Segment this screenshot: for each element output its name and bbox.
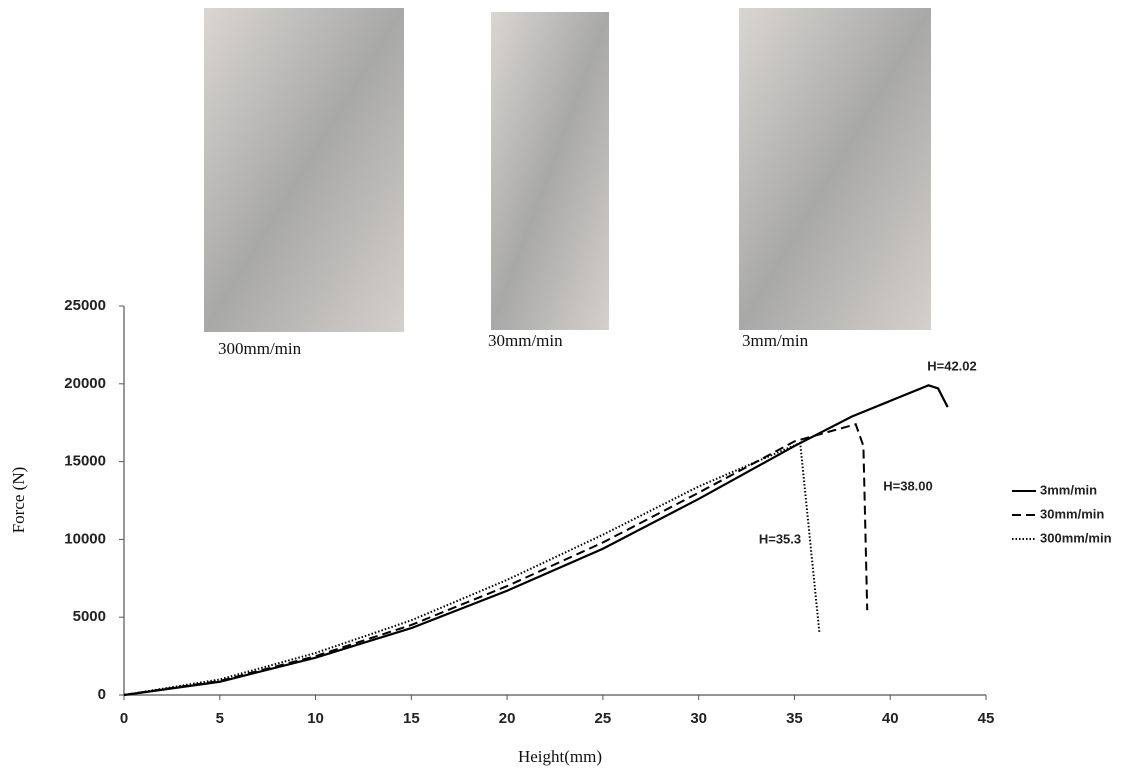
series-line: [123, 384, 949, 697]
x-tick-label: 40: [882, 710, 899, 727]
photo: [491, 12, 609, 330]
photo-caption: 3mm/min: [742, 331, 809, 350]
annotation: H=38.00: [883, 478, 933, 493]
x-tick-label: 20: [499, 710, 516, 727]
x-tick-label: 10: [307, 710, 324, 727]
y-axis-label: Force (N): [9, 467, 28, 534]
x-tick-label: 15: [403, 710, 420, 727]
y-tick-label: 15000: [64, 453, 106, 470]
y-tick-label: 10000: [64, 530, 106, 547]
x-axis-label: Height(mm): [518, 747, 602, 766]
x-tick-label: 25: [595, 710, 612, 727]
photos: [204, 8, 931, 332]
y-tick-label: 5000: [73, 608, 106, 625]
photo: [204, 8, 404, 332]
x-tick-label: 5: [216, 710, 224, 727]
series-line: [123, 423, 869, 696]
x-tick-label: 45: [978, 710, 995, 727]
series-line: [123, 441, 821, 696]
y-tick-label: 20000: [64, 375, 106, 392]
legend-label: 300mm/min: [1040, 530, 1112, 545]
legend-label: 3mm/min: [1040, 482, 1097, 497]
photo: [739, 8, 931, 330]
legend-label: 30mm/min: [1040, 506, 1104, 521]
annotation: H=42.02: [927, 358, 977, 373]
photo-caption: 300mm/min: [218, 339, 302, 358]
y-tick-label: 25000: [64, 297, 106, 314]
y-tick-label: 0: [98, 686, 106, 703]
x-tick-label: 35: [786, 710, 803, 727]
annotation: H=35.3: [759, 531, 801, 546]
photo-caption: 30mm/min: [488, 331, 563, 350]
x-tick-label: 0: [120, 710, 128, 727]
x-tick-label: 30: [690, 710, 707, 727]
